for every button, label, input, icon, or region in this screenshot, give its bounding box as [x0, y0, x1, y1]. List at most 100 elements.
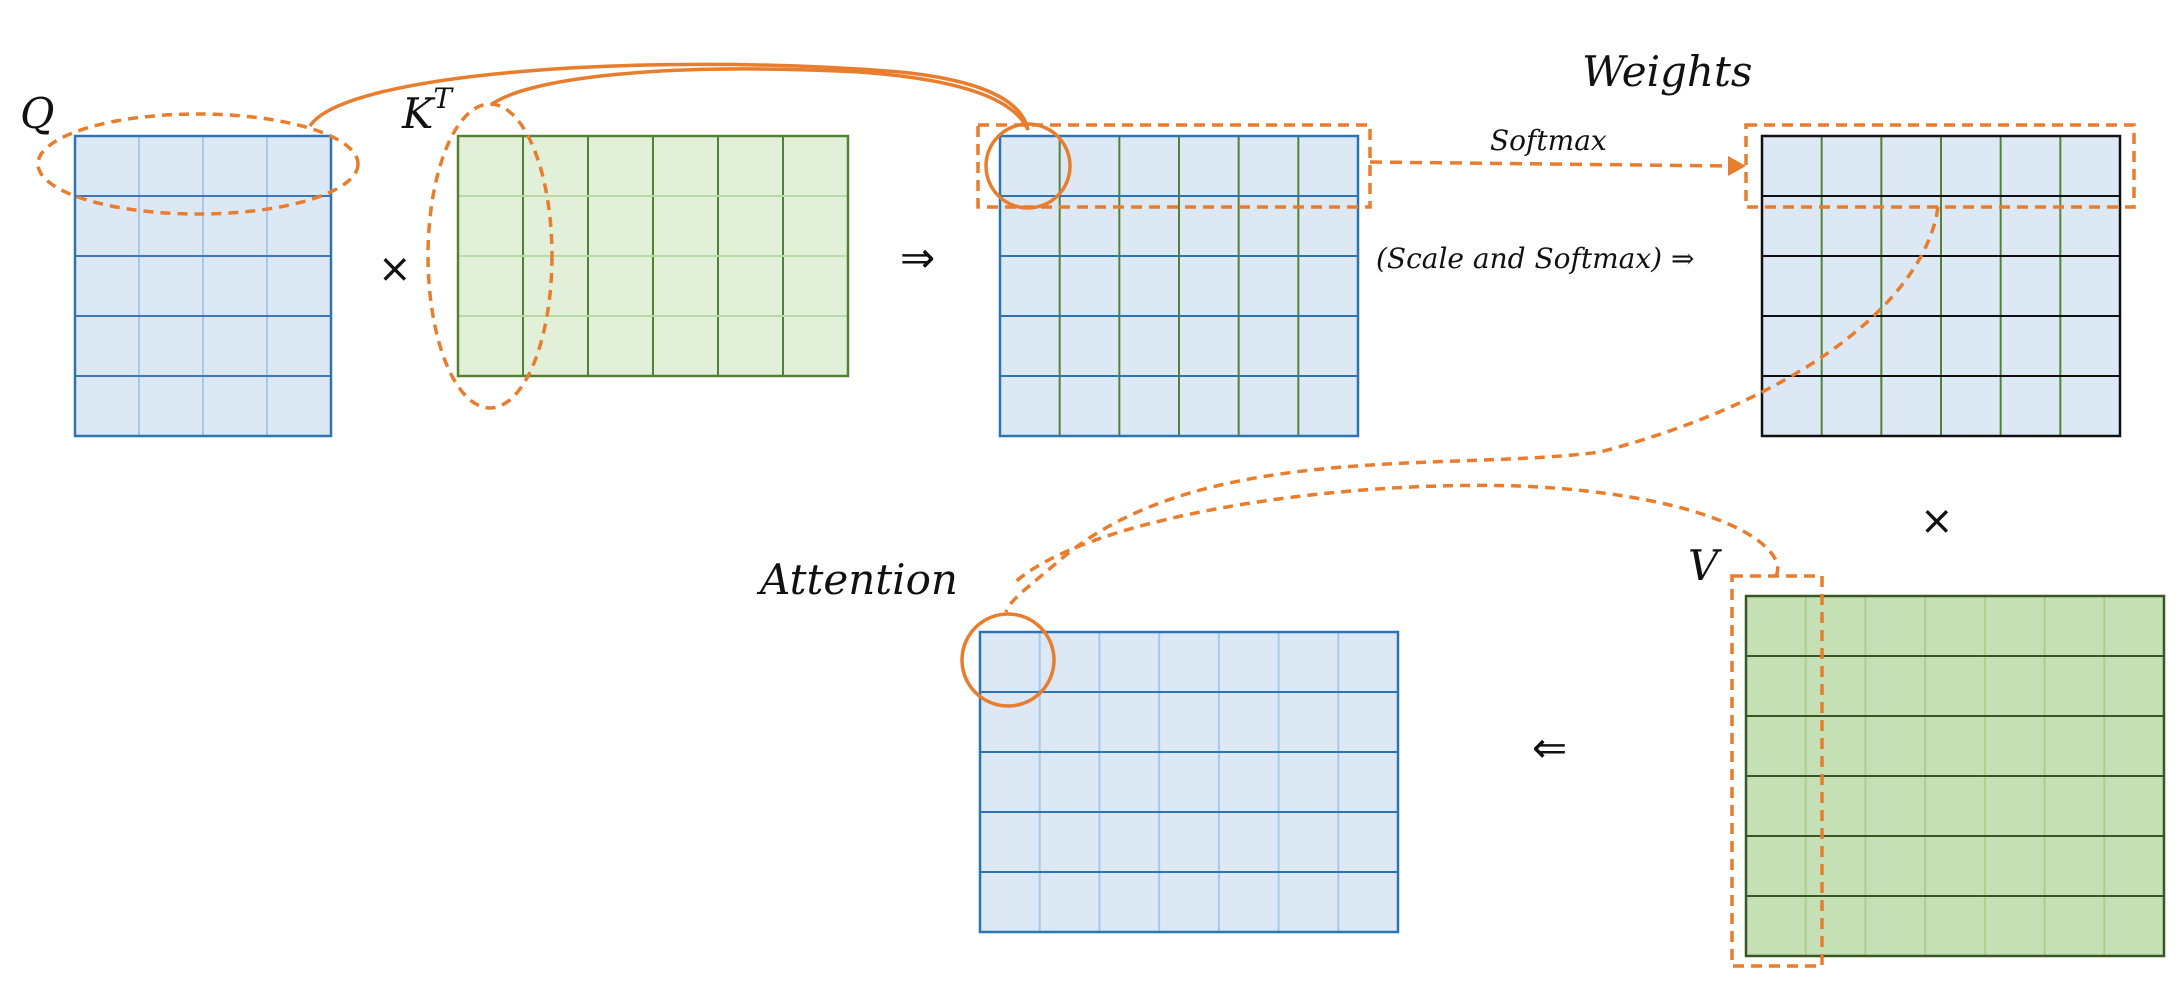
matrix-cell [1338, 812, 1398, 872]
matrix-cell [588, 196, 653, 256]
matrix-cell [1179, 376, 1239, 436]
matrix-cell [1746, 596, 1806, 656]
matrix-cell [1099, 812, 1160, 872]
matrix-cell [2044, 836, 2105, 896]
kt-column-highlight-ellipse [426, 102, 554, 410]
matrix-cell [1000, 316, 1060, 376]
matrix-cell [203, 136, 267, 196]
matrix-cell [267, 136, 331, 196]
kt-to-score-connector [491, 67, 1030, 131]
matrix-cell [1941, 136, 2001, 196]
matrix-cell [1925, 656, 1985, 716]
matrix-cell [1805, 836, 1866, 896]
matrix-cell [2044, 896, 2105, 956]
matrix-cell [2060, 316, 2120, 376]
matrix-cell [1821, 196, 1882, 256]
attention-title: Attention [756, 555, 958, 604]
matrix-cell [1338, 692, 1398, 752]
matrix-cell [1099, 632, 1160, 692]
matrix-cell [1000, 136, 1060, 196]
attention-output-matrix [978, 630, 1400, 934]
weights-title: Weights [1582, 47, 1752, 96]
matrix-cell [139, 196, 203, 256]
matrix-cell [588, 136, 653, 196]
matrix-cell [267, 256, 331, 316]
matrix-cell [1984, 896, 2045, 956]
matrix-cell [139, 316, 203, 376]
matrix-cell [1762, 136, 1822, 196]
matrix-cell [1059, 196, 1120, 256]
matrix-cell [1119, 376, 1179, 436]
matrix-cell [2000, 136, 2061, 196]
attention-cell-highlight-circle [960, 612, 1056, 708]
matrix-cell [2060, 196, 2120, 256]
matrix-cell [1821, 376, 1882, 436]
query-matrix-q [73, 134, 333, 438]
matrix-cell [980, 872, 1040, 932]
matrix-cell [1984, 716, 2045, 776]
matrix-cell [1865, 896, 1926, 956]
matrix-cell [1984, 836, 2045, 896]
multiply-operator-wv: × [1920, 498, 1954, 544]
matrix-cell [75, 376, 139, 436]
matrix-cell [653, 256, 718, 316]
matrix-cell [1925, 776, 1985, 836]
matrix-cell [1039, 692, 1100, 752]
matrix-cell [1000, 376, 1060, 436]
matrix-cell [783, 256, 848, 316]
matrix-cell [1746, 896, 1806, 956]
matrix-cell [1925, 896, 1985, 956]
matrix-cell [1179, 256, 1239, 316]
matrix-cell [2104, 656, 2164, 716]
matrix-cell [139, 136, 203, 196]
matrix-cell [1039, 812, 1100, 872]
matrix-cell [718, 136, 783, 196]
kt-label: KT [401, 82, 454, 138]
matrix-cell [1805, 776, 1866, 836]
matrix-cell [718, 196, 783, 256]
matrix-cell [523, 256, 588, 316]
matrix-cell [1159, 872, 1219, 932]
matrix-cell [1941, 316, 2001, 376]
matrix-cell [783, 196, 848, 256]
matrix-cell [1159, 632, 1219, 692]
matrix-cell [1881, 316, 1941, 376]
matrix-cell [1865, 596, 1926, 656]
matrix-cell [2104, 836, 2164, 896]
matrix-cell [718, 256, 783, 316]
matrix-cell [1159, 812, 1219, 872]
matrix-cell [1865, 716, 1926, 776]
matrix-cell [783, 316, 848, 376]
matrix-cell [1119, 256, 1179, 316]
key-transpose-matrix-kt [456, 134, 850, 378]
matrix-cell [1218, 632, 1279, 692]
matrix-cell [1762, 256, 1822, 316]
matrix-cell [267, 376, 331, 436]
softmax-label: Softmax [1490, 124, 1607, 157]
matrix-cell [1821, 316, 1882, 376]
matrix-cell [1338, 632, 1398, 692]
matrix-cell [1298, 376, 1358, 436]
matrix-cell [203, 196, 267, 256]
matrix-cell [2000, 196, 2061, 256]
matrix-cell [203, 316, 267, 376]
matrix-cell [1000, 256, 1060, 316]
matrix-cell [458, 256, 523, 316]
matrix-cell [1984, 596, 2045, 656]
multiply-operator-qk: × [378, 246, 412, 292]
matrix-cell [1238, 196, 1299, 256]
matrix-cell [653, 196, 718, 256]
matrix-cell [1278, 632, 1339, 692]
matrix-cell [75, 136, 139, 196]
matrix-cell [2104, 716, 2164, 776]
matrix-cell [980, 632, 1040, 692]
matrix-cell [1218, 752, 1279, 812]
matrix-cell [783, 136, 848, 196]
matrix-cell [1746, 716, 1806, 776]
matrix-border [73, 134, 333, 438]
scale-and-softmax-label: (Scale and Softmax) ⇒ [1376, 242, 1694, 275]
matrix-cell [2000, 376, 2061, 436]
matrix-cell [1941, 196, 2001, 256]
matrix-cell [1805, 596, 1866, 656]
